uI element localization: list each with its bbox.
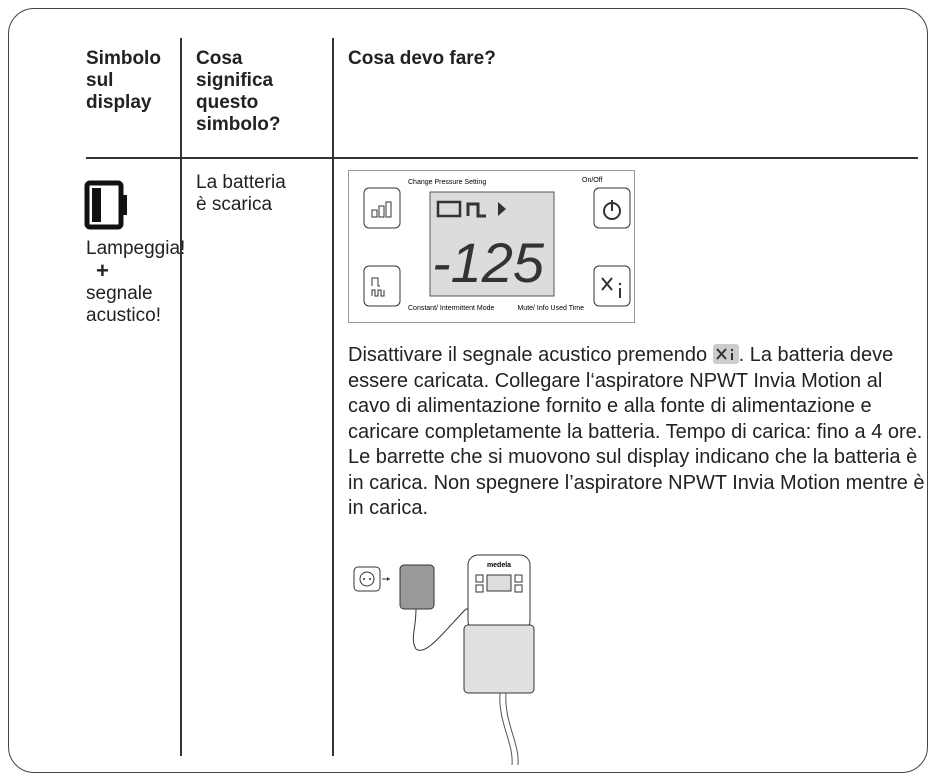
mute-icon [712, 344, 739, 364]
symbol-note: segnale acustico! [86, 283, 161, 326]
header-cell: Simbolo sul display [86, 48, 161, 113]
panel-label: Constant/ Intermittent Mode [408, 305, 494, 312]
lcd-value: -125 [432, 231, 545, 294]
symbol-note: + [96, 258, 109, 283]
battery-icon [84, 180, 127, 230]
table-frame [8, 8, 928, 773]
instruction-text: Disattivare il segnale acustico premendo… [348, 343, 928, 522]
charging-illustration: medela [353, 554, 535, 766]
header-cell: Cosa devo fare? [348, 48, 496, 69]
text: Disattivare il segnale acustico premendo [348, 344, 708, 366]
column-divider [180, 38, 182, 756]
symbol-note: Lampeggia! [86, 238, 186, 259]
panel-label: Mute/ Info Used Time [517, 305, 584, 312]
column-divider [332, 38, 334, 756]
device-brand: medela [487, 562, 511, 569]
panel-label: Change Pressure Setting [408, 179, 486, 186]
text: . La batteria deve essere caricata. Coll… [348, 344, 925, 519]
row-divider [86, 157, 918, 159]
header-cell: Cosa significa questo simbolo? [196, 48, 281, 135]
control-panel: -125 Change Pressure Setting On/Off Cons… [348, 170, 635, 323]
meaning-cell: La batteria è scarica [196, 172, 286, 215]
panel-label: On/Off [582, 177, 603, 184]
